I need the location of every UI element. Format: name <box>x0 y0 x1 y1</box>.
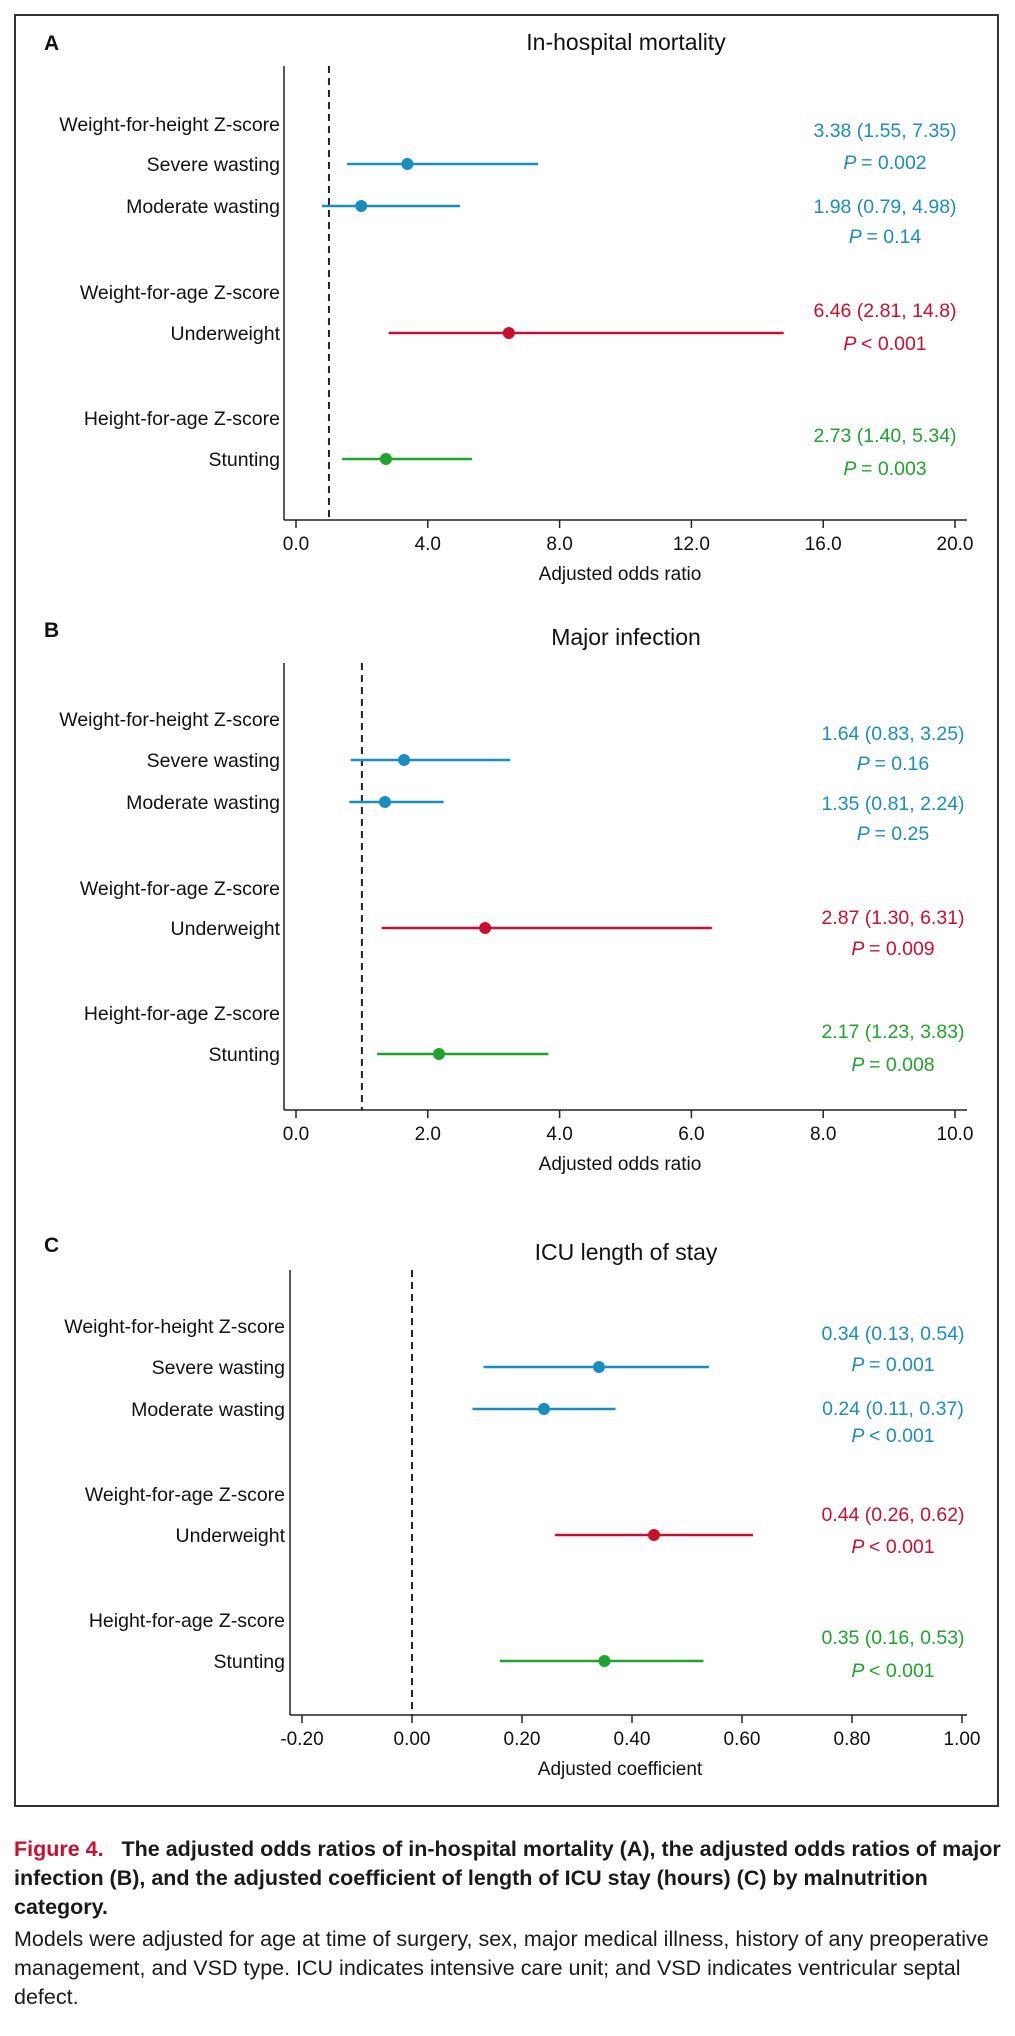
panel-b-x-axis-label: Adjusted odds ratio <box>539 1154 702 1175</box>
panel-c-p-value-text: P < 0.001 <box>851 1425 934 1447</box>
panel-b-estimate-text: 2.17 (1.23, 3.83) <box>821 1021 964 1043</box>
panel-c-x-tick-label: 0.60 <box>724 1729 761 1750</box>
panel-c-estimate-text: 0.44 (0.26, 0.62) <box>821 1504 964 1526</box>
panel-b-x-tick-label: 4.0 <box>546 1124 572 1145</box>
panel-a-p-value-text: P = 0.003 <box>843 458 926 480</box>
panel-c-p-value-text: P < 0.001 <box>851 1660 934 1682</box>
forest-plot-figure: A In‑hospital mortality 0.0 4.0 8.0 12.0 16.0 2… <box>44 29 981 1780</box>
panel-a-point-estimate <box>502 327 515 339</box>
panel-a-row-label: Moderate wasting <box>126 196 280 218</box>
panel-b-group-header: Height‑for‑age Z‑score <box>84 1003 280 1025</box>
panel-b-x-tick-label: 2.0 <box>415 1124 441 1145</box>
panel-c-row-label: Stunting <box>213 1651 285 1673</box>
panel-c-x-tick-label: 1.00 <box>944 1729 981 1750</box>
panel-b-x-tick-label: 0.0 <box>283 1124 309 1145</box>
panel-b-title: Major infection <box>551 624 701 650</box>
panel-a-point-estimate <box>355 200 368 212</box>
panel-a-p-value-text: P = 0.14 <box>849 226 922 248</box>
panel-b-x-tick-label: 6.0 <box>678 1124 704 1145</box>
panel-b-point-estimate <box>433 1048 446 1060</box>
panel-a-estimate-text: 3.38 (1.55, 7.35) <box>813 120 956 142</box>
panel-b-row-label: Underweight <box>171 918 281 940</box>
panel-a-title: In‑hospital mortality <box>526 29 726 55</box>
panel-c-x-tick-label: 0.20 <box>504 1729 541 1750</box>
panel-c-row-label: Underweight <box>176 1525 286 1547</box>
panel-c-group-header: Height‑for‑age Z‑score <box>89 1610 285 1632</box>
panel-b-x-tick-label: 10.0 <box>937 1124 974 1145</box>
panel-a-estimate-text: 2.73 (1.40, 5.34) <box>813 425 956 447</box>
panel-a-x-tick-label: 16.0 <box>805 534 842 555</box>
panel-b-row-label: Stunting <box>208 1044 280 1066</box>
panel-c-estimate-text: 0.34 (0.13, 0.54) <box>821 1323 964 1345</box>
panel-b-point-estimate <box>378 796 391 808</box>
panel-c-point-estimate <box>648 1529 660 1541</box>
panel-a-group-header: Weight‑for‑height Z‑score <box>59 114 280 136</box>
panel-c-label: C <box>44 1234 59 1257</box>
panel-a-row-label: Severe wasting <box>147 154 280 176</box>
panel-b-group-header: Weight‑for‑height Z‑score <box>59 709 280 731</box>
caption-heading: Figure 4. The adjusted odds ratios of in… <box>14 1837 1001 1919</box>
panel-c-group-header: Weight‑for‑age Z‑score <box>85 1484 285 1506</box>
panel-c-estimate-text: 0.35 (0.16, 0.53) <box>821 1627 964 1649</box>
panel-a-label: A <box>44 32 59 55</box>
panel-a-x-tick-label: 0.0 <box>283 534 309 555</box>
panel-c-row-label: Severe wasting <box>152 1357 285 1379</box>
panel-c-point-estimate <box>538 1403 550 1415</box>
panel-a-x-tick-label: 4.0 <box>415 534 441 555</box>
panel-c-x-axis-label: Adjusted coefficient <box>538 1759 703 1780</box>
panel-b-estimate-text: 1.35 (0.81, 2.24) <box>821 793 964 815</box>
panel-a-row-label: Stunting <box>208 449 280 471</box>
panel-b-point-estimate <box>479 922 492 934</box>
panel-c-x-tick-label: 0.00 <box>394 1729 431 1750</box>
panel-b-x-tick-label: 8.0 <box>810 1124 836 1145</box>
panel-b-estimate-text: 2.87 (1.30, 6.31) <box>821 907 964 929</box>
panel-b-group-header: Weight‑for‑age Z‑score <box>80 878 280 900</box>
caption-body: Models were adjusted for age at time of … <box>14 1926 989 2010</box>
panel-c-x-tick-label: 0.80 <box>834 1729 871 1750</box>
panel-c-estimate-text: 0.24 (0.11, 0.37) <box>822 1398 964 1420</box>
panel-a-x-tick-label: 12.0 <box>673 534 710 555</box>
panel-a-estimate-text: 6.46 (2.81, 14.8) <box>813 300 956 322</box>
panel-c-group-header: Weight‑for‑height Z‑score <box>64 1316 285 1338</box>
figure-caption: Figure 4. The adjusted odds ratios of in… <box>14 1835 1004 2012</box>
panel-b-p-value-text: P = 0.008 <box>851 1054 934 1076</box>
panel-a-p-value-text: P = 0.002 <box>843 152 926 174</box>
panel-b-row-label: Moderate wasting <box>126 792 280 814</box>
panel-c-row-label: Moderate wasting <box>131 1399 285 1421</box>
panel-a-group-header: Height‑for‑age Z‑score <box>84 408 280 430</box>
panel-c-x-tick-label: -0.20 <box>280 1729 323 1750</box>
figure-label: Figure 4. <box>14 1837 104 1861</box>
panel-b-p-value-text: P = 0.25 <box>857 823 930 845</box>
panel-a-x-axis-label: Adjusted odds ratio <box>539 564 702 585</box>
panel-a-x-tick-label: 8.0 <box>546 534 572 555</box>
panel-c-p-value-text: P = 0.001 <box>851 1354 934 1376</box>
panel-a-group-header: Weight‑for‑age Z‑score <box>80 282 280 304</box>
panel-b-estimate-text: 1.64 (0.83, 3.25) <box>821 723 964 745</box>
figure-frame <box>14 14 999 1807</box>
caption-title: The adjusted odds ratios of in-hospital … <box>14 1837 1001 1920</box>
panel-b-point-estimate <box>398 754 411 766</box>
panel-b-label: B <box>44 619 59 642</box>
panel-b-row-label: Severe wasting <box>147 750 280 772</box>
panel-b-p-value-text: P = 0.16 <box>857 753 929 775</box>
panel-a-p-value-text: P < 0.001 <box>843 333 926 355</box>
panel-c-title: ICU length of stay <box>535 1239 718 1265</box>
panel-a-estimate-text: 1.98 (0.79, 4.98) <box>813 196 956 218</box>
panel-b-p-value-text: P = 0.009 <box>851 938 934 960</box>
panel-c-point-estimate <box>593 1361 605 1373</box>
panel-c-x-tick-label: 0.40 <box>614 1729 651 1750</box>
panel-c-point-estimate <box>598 1655 611 1667</box>
panel-a-point-estimate <box>401 158 414 170</box>
panel-a-row-label: Underweight <box>171 323 281 345</box>
panel-a-point-estimate <box>379 453 392 465</box>
panel-a-x-tick-label: 20.0 <box>937 534 974 555</box>
panel-c-p-value-text: P < 0.001 <box>851 1536 934 1558</box>
